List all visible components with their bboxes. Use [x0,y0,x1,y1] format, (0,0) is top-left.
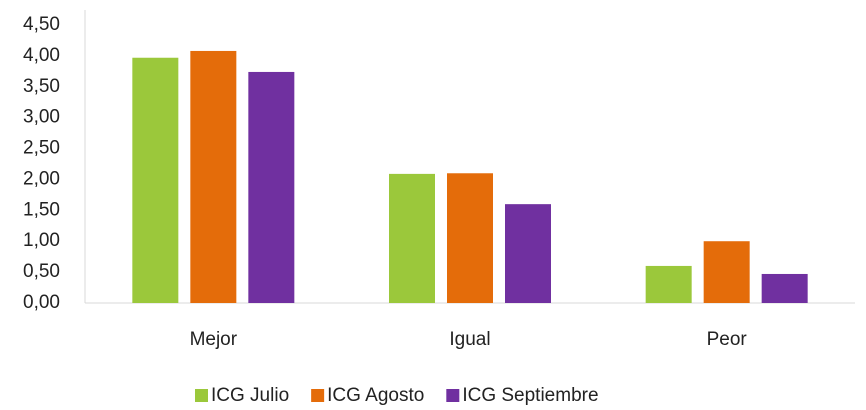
y-tick-label: 3,50 [23,76,60,97]
y-tick-label: 2,50 [23,138,60,159]
bar [190,50,237,303]
legend-label: ICG Septiembre [462,385,598,406]
x-tick-label: Peor [707,329,748,350]
bar [132,57,179,304]
bar [447,173,493,303]
y-tick-label: 1,50 [23,199,60,220]
bar [505,204,551,303]
y-tick-label: 1,00 [23,230,60,251]
y-tick-label: 4,50 [23,14,60,35]
bar [645,265,692,303]
legend-swatch [195,389,208,402]
bar [703,241,750,303]
legend-label: ICG Agosto [327,385,424,406]
y-tick-label: 2,00 [23,168,60,189]
y-tick-label: 0,50 [23,261,60,282]
y-tick-label: 3,00 [23,107,60,128]
bar [761,273,808,303]
legend-swatch [311,389,325,402]
y-tick-label: 4,00 [23,45,60,66]
bar [389,173,435,303]
bar [248,71,295,303]
legend-label: ICG Julio [211,385,289,406]
x-tick-label: Igual [449,329,490,350]
y-tick-label: 0,00 [23,292,60,313]
x-tick-label: Mejor [190,329,238,350]
legend-swatch [446,389,460,402]
